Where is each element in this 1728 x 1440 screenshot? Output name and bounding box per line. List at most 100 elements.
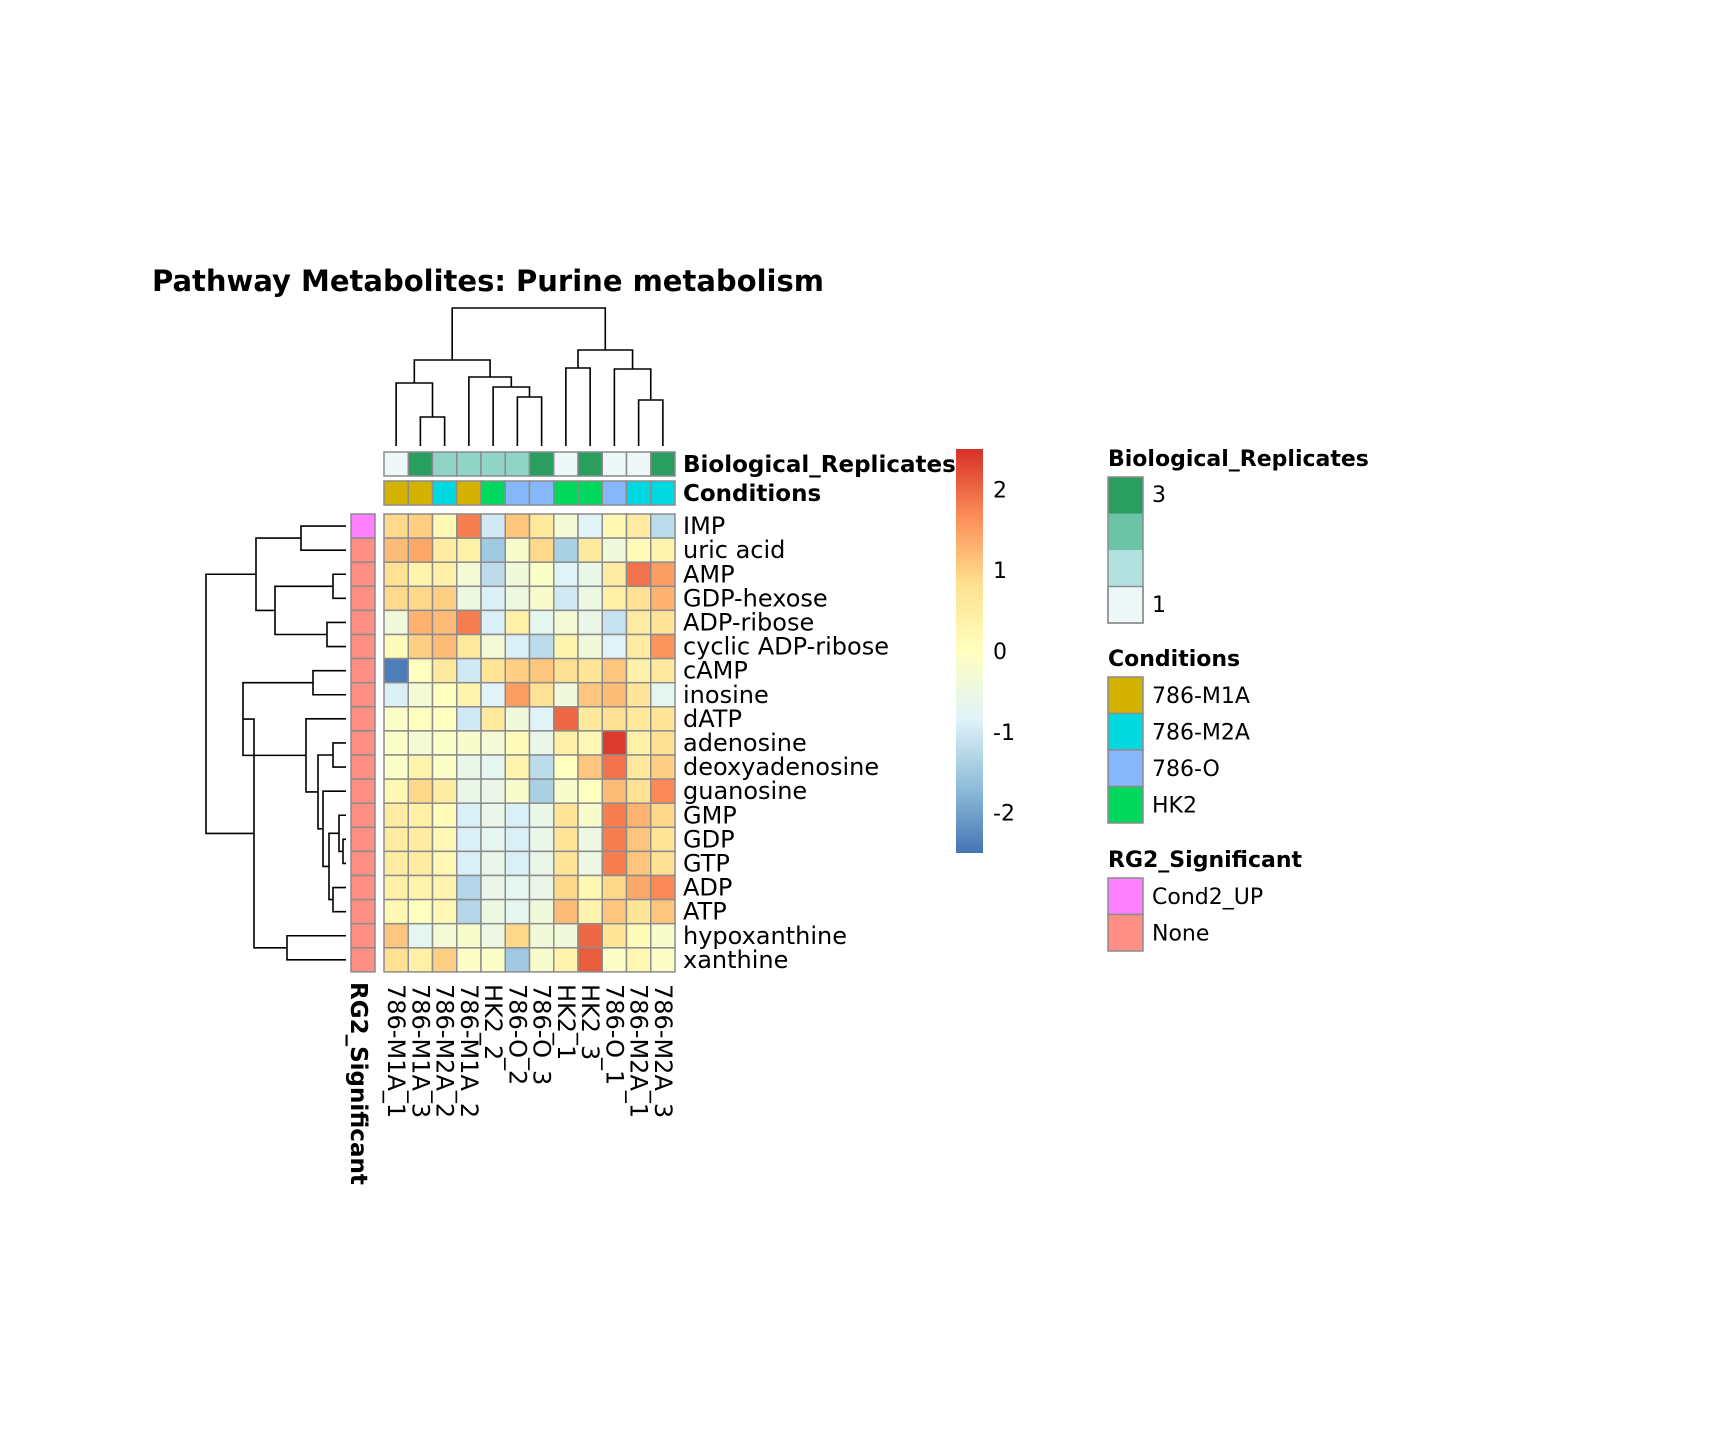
heatmap-cell-guanosine-786-o-1	[601, 778, 628, 804]
row-label-adp: ADP	[683, 874, 732, 902]
column-label-786-m2a-3: 786-M2A_3	[649, 984, 677, 1118]
heatmap-cell-adp-786-o-2	[504, 874, 531, 901]
legend-title-biological-replicates: Biological_Replicates	[1108, 447, 1369, 472]
column-label-786-o-1: 786-O_1	[600, 984, 628, 1085]
heatmap-cell-gmp-786-m2a-1	[625, 802, 652, 829]
heatmap-cell-adp-ribose-hk2-1	[553, 609, 579, 636]
heatmap-cell-inosine-786-o-1	[601, 681, 628, 708]
heatmap-cell-inosine-786-m2a-3	[650, 681, 676, 708]
row-annotation-rg2	[350, 513, 376, 973]
heatmap-cell-guanosine-786-m2a-1	[625, 778, 652, 804]
heatmap-cell-camp-hk2-1	[553, 657, 579, 684]
heatmap-cell-hypoxanthine-786-m2a-2	[431, 922, 458, 949]
legend-condition-swatch-hk2	[1107, 785, 1144, 824]
row-branch-root	[205, 573, 256, 835]
heatmap-cell-cyclic-adp-ribose-786-m1a-2	[456, 633, 482, 660]
heatmap-cell-imp-hk2-1	[553, 513, 579, 539]
heatmap-cell-atp-786-m2a-2	[431, 898, 458, 925]
row-label-adp-ribose: ADP-ribose	[683, 608, 814, 636]
annotation-condition-786-o-2	[504, 480, 531, 506]
heatmap-cell-adp-ribose-786-m1a-1	[383, 609, 409, 636]
annotation-rg2-datp	[350, 706, 376, 732]
annotation-rg2-xanthine	[350, 947, 376, 973]
heatmap-cell-imp-786-m1a-2	[456, 513, 482, 539]
heatmap-cell-xanthine-hk2-3	[577, 947, 603, 973]
heatmap-cell-gdp-hk2-1	[553, 826, 579, 853]
heatmap-cell-gtp-786-m1a-3	[407, 850, 434, 877]
annotation-rg2-gdp	[350, 826, 376, 853]
heatmap-cell-datp-hk2-1	[553, 706, 579, 732]
heatmap-cell-camp-786-m1a-3	[407, 657, 434, 684]
color-scale-tick-1: -1	[993, 721, 1015, 746]
heatmap-cell-atp-hk2-1	[553, 898, 579, 925]
annotation-rg2-imp	[350, 513, 376, 539]
heatmap-cell-imp-786-o-2	[504, 513, 531, 539]
legend-condition-label-786-m1a: 786-M1A	[1152, 684, 1250, 709]
row-branch-camp-inosine	[312, 669, 346, 696]
column-label-hk2-2: HK2_2	[479, 984, 507, 1060]
heatmap-cell-camp-786-m1a-1	[383, 657, 409, 684]
row-label-guanosine: guanosine	[683, 777, 807, 805]
heatmap-cell-atp-hk2-2	[480, 898, 506, 925]
heatmap-cell-amp-786-m1a-3	[407, 561, 434, 588]
annotation-bio-rep-hk2-2	[480, 451, 506, 477]
heatmap-cell-gtp-786-o-3	[528, 850, 555, 877]
heatmap-cell-xanthine-786-m1a-2	[456, 947, 482, 973]
heatmap-cell-amp-786-o-1	[601, 561, 628, 588]
heatmap-cell-datp-hk2-2	[480, 706, 506, 732]
heatmap-cell-xanthine-786-o-1	[601, 947, 628, 973]
heatmap-cell-hypoxanthine-786-o-2	[504, 922, 531, 949]
heatmap-cell-guanosine-hk2-3	[577, 778, 603, 804]
legend-conditions: Conditions 786-M1A 786-M2A 786-O HK2	[1107, 647, 1250, 824]
legend-rg2-significant: RG2_Significant Cond2_UP None	[1107, 848, 1302, 952]
heatmap-cell-hypoxanthine-786-m1a-3	[407, 922, 434, 949]
heatmap-cell-cyclic-adp-ribose-786-m2a-3	[650, 633, 676, 660]
heatmap-cell-guanosine-786-m2a-3	[650, 778, 676, 804]
legend-bio-rep-frame	[1107, 476, 1144, 624]
annotation-bio-rep-hk2-1	[553, 451, 579, 477]
heatmap-cell-adp-hk2-2	[480, 874, 506, 901]
heatmap-cell-amp-hk2-1	[553, 561, 579, 588]
legend-bio-rep-swatch	[1107, 585, 1144, 624]
heatmap-cell-cyclic-adp-ribose-786-m1a-3	[407, 633, 434, 660]
legend-rg2-label-none: None	[1152, 922, 1209, 947]
annotation-condition-hk2-1	[553, 480, 579, 506]
heatmap-cell-gdp-786-o-2	[504, 826, 531, 853]
heatmap-cell-datp-786-o-1	[601, 706, 628, 732]
column-annotations	[383, 451, 676, 506]
heatmap-cell-xanthine-786-m2a-3	[650, 947, 676, 973]
heatmap-cell-cyclic-adp-ribose-786-o-1	[601, 633, 628, 660]
heatmap-cell-deoxyadenosine-hk2-1	[553, 754, 579, 780]
column-label-hk2-3: HK2_3	[576, 984, 604, 1060]
heatmap-cell-hypoxanthine-786-o-1	[601, 922, 628, 949]
legend-condition-label-hk2: HK2	[1152, 794, 1197, 819]
heatmap-cell-uric-acid-786-m1a-1	[383, 537, 409, 563]
heatmap-cell-adenosine-786-m1a-2	[456, 730, 482, 756]
heatmap-cell-cyclic-adp-ribose-hk2-3	[577, 633, 603, 660]
heatmap-cell-adp-ribose-hk2-3	[577, 609, 603, 636]
row-label-atp: ATP	[683, 898, 727, 926]
row-label-adenosine: adenosine	[683, 729, 807, 757]
row-label-gdp-hexose: GDP-hexose	[683, 584, 828, 612]
annotation-bio-rep-786-o-2	[504, 451, 531, 477]
row-branch-amp-gdphexose	[332, 573, 346, 600]
heatmap-cell-gdp-786-m2a-3	[650, 826, 676, 853]
heatmap-cell-gtp-786-m2a-2	[431, 850, 458, 877]
heatmap-cell-atp-786-m1a-2	[456, 898, 482, 925]
heatmap-cell-deoxyadenosine-786-m2a-1	[625, 754, 652, 780]
column-label-786-m1a-3: 786-M1A_3	[406, 984, 434, 1118]
row-label-gdp: GDP	[683, 825, 735, 853]
heatmap-cell-amp-786-o-3	[528, 561, 555, 588]
heatmap-cell-hypoxanthine-786-o-3	[528, 922, 555, 949]
legend-bio-rep-label-high: 3	[1152, 483, 1166, 508]
heatmap-cell-uric-acid-786-m2a-2	[431, 537, 458, 563]
column-dendrogram-branch-3	[492, 386, 531, 446]
heatmap-cell-adp-786-m1a-2	[456, 874, 482, 901]
color-scale-bar	[956, 449, 983, 853]
annotation-rg2-guanosine	[350, 778, 376, 804]
row-label-datp: dATP	[683, 705, 742, 733]
heatmap-cell-gdp-hexose-786-m1a-2	[456, 585, 482, 612]
heatmap-cell-xanthine-786-o-3	[528, 947, 555, 973]
annotation-bio-rep-786-m1a-2	[456, 451, 482, 477]
